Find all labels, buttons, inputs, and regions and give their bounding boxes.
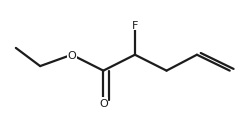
Text: O: O: [99, 98, 108, 108]
Text: F: F: [132, 20, 138, 30]
Text: O: O: [67, 50, 76, 60]
